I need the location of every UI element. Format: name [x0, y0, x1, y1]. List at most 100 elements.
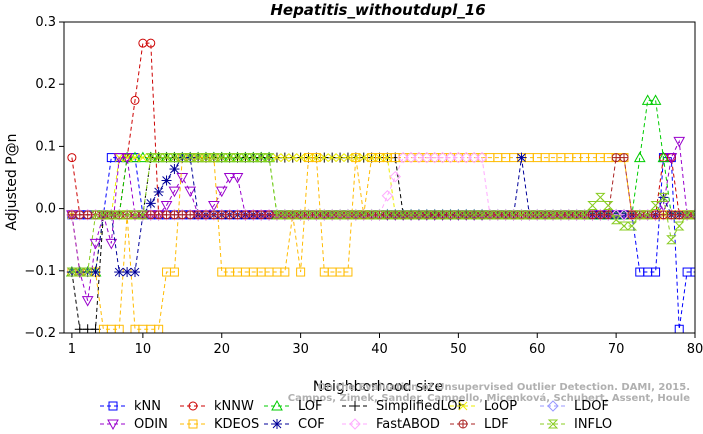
legend-label: kNN — [134, 399, 161, 414]
data-point — [271, 210, 283, 220]
x-tick-label: 50 — [450, 342, 467, 357]
data-point — [66, 267, 78, 277]
data-point — [296, 153, 305, 162]
data-point — [161, 175, 172, 186]
data-point — [311, 153, 321, 163]
data-point — [665, 153, 678, 164]
data-point — [232, 153, 243, 163]
data-point — [413, 151, 425, 164]
data-point — [114, 210, 125, 220]
data-point — [429, 151, 441, 164]
legend-label: SimplifiedLOF — [376, 399, 465, 414]
series-line — [71, 99, 695, 273]
data-point — [595, 210, 605, 220]
data-point — [674, 210, 684, 220]
data-point — [82, 267, 93, 277]
data-point — [343, 267, 353, 277]
data-point — [674, 324, 684, 333]
data-point — [500, 210, 511, 220]
data-point — [397, 151, 409, 164]
data-point — [563, 210, 575, 220]
data-point — [468, 151, 480, 164]
series-line — [71, 157, 695, 330]
series-inflo — [66, 153, 695, 277]
data-point — [539, 210, 551, 220]
data-point — [185, 210, 195, 220]
x-tick-label: 80 — [687, 342, 703, 357]
data-point — [105, 238, 118, 250]
data-point — [359, 153, 369, 162]
data-point — [130, 95, 140, 105]
data-point — [508, 210, 519, 220]
legend-item-knnw: kNNW — [180, 399, 254, 414]
data-point — [476, 151, 488, 164]
legend-item-ldf: LDF — [450, 417, 509, 432]
data-point — [121, 153, 133, 164]
data-point — [555, 210, 567, 220]
data-point — [382, 210, 393, 220]
data-point — [248, 153, 259, 163]
data-point — [666, 235, 677, 245]
data-point — [437, 210, 448, 220]
data-point — [579, 210, 590, 220]
data-point — [81, 296, 94, 307]
data-point — [193, 210, 203, 220]
data-point — [587, 200, 598, 210]
data-point — [154, 324, 164, 333]
data-point — [358, 210, 369, 220]
data-point — [381, 190, 394, 202]
data-point — [67, 210, 77, 220]
plot-area — [63, 21, 696, 334]
data-point — [280, 153, 290, 162]
data-point — [547, 210, 559, 220]
data-point — [217, 210, 227, 220]
data-point — [168, 186, 181, 198]
data-point — [169, 210, 179, 220]
data-point — [532, 210, 543, 220]
data-point — [571, 210, 582, 220]
data-point — [492, 210, 504, 220]
data-point — [452, 151, 465, 164]
legend-item-odin: ODIN — [100, 417, 168, 432]
data-point — [184, 153, 196, 163]
data-point — [626, 221, 638, 231]
data-point — [295, 210, 306, 220]
data-point — [461, 210, 472, 220]
legend-item-simplifiedlof: SimplifiedLOF — [342, 399, 465, 414]
x-tick-label: 10 — [135, 342, 152, 357]
x-tick-label: 20 — [213, 342, 230, 357]
data-point — [146, 38, 156, 48]
data-point — [334, 210, 346, 220]
data-point — [169, 267, 179, 277]
data-point — [67, 153, 77, 163]
data-point — [311, 210, 322, 220]
data-point — [255, 153, 267, 163]
data-point — [287, 210, 298, 220]
data-point — [122, 153, 132, 162]
data-point — [192, 153, 204, 163]
data-point — [319, 153, 329, 162]
data-point — [342, 210, 354, 220]
data-point — [445, 210, 456, 220]
data-point — [421, 210, 433, 220]
legend-item-loop: LoOP — [450, 399, 517, 414]
data-point — [405, 151, 417, 164]
data-point — [633, 151, 646, 163]
series-line — [71, 157, 695, 216]
data-point — [610, 215, 622, 225]
data-point — [161, 153, 172, 163]
data-point — [83, 210, 93, 220]
legend: kNN ODIN kNNW KDEOS LOF COF SimplifiedLOF FastA… — [100, 399, 612, 432]
data-point — [658, 192, 669, 202]
legend-item-kdeos: KDEOS — [180, 417, 259, 432]
data-point — [326, 210, 338, 220]
x-tick-label: 40 — [371, 342, 388, 357]
data-point — [240, 210, 250, 220]
data-point — [651, 267, 661, 277]
plot-frame — [63, 21, 696, 334]
data-point — [634, 210, 645, 220]
x-tick-label: 1 — [68, 342, 76, 357]
data-point — [304, 153, 313, 162]
x-tick-label: 60 — [529, 342, 546, 357]
data-point — [75, 210, 85, 220]
